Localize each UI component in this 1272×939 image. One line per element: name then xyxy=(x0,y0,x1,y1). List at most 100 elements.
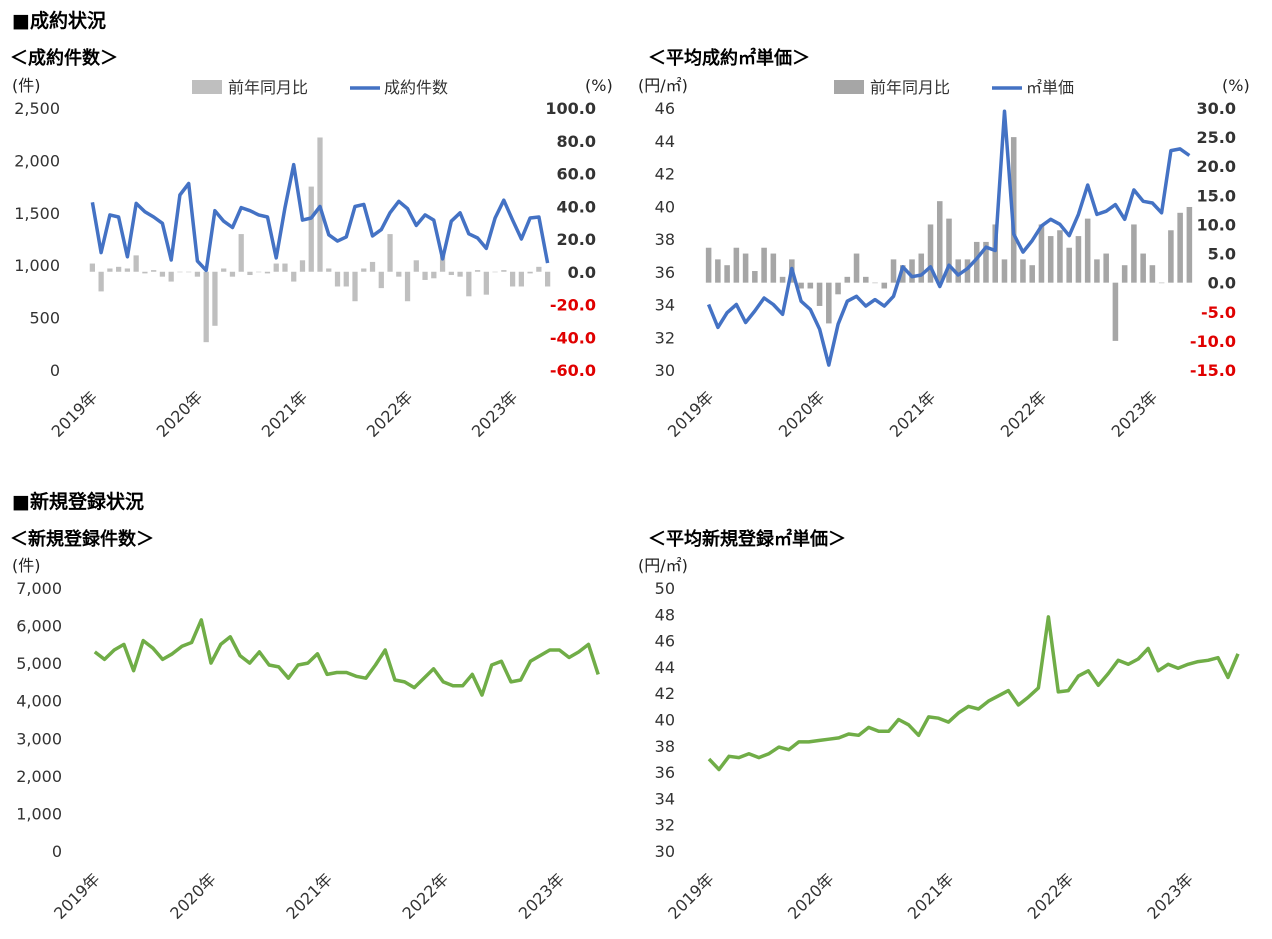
legend-bar-label: 前年同月比 xyxy=(870,78,950,97)
yoy-bar xyxy=(1057,230,1063,283)
left-tick-label: 4,000 xyxy=(16,692,62,711)
yoy-bar xyxy=(116,266,122,272)
x-tick-label: 2022年 xyxy=(363,387,417,441)
chart-title-registration-count: ＜新規登録件数＞ xyxy=(10,529,154,550)
left-tick-label: 46 xyxy=(655,632,675,651)
right-tick-label: 15.0 xyxy=(1197,186,1236,205)
yoy-bar xyxy=(334,271,341,287)
chart-title-contract-count: ＜成約件数＞ xyxy=(10,48,118,69)
left-tick-label: 46 xyxy=(655,99,675,118)
yoy-bar xyxy=(1158,282,1165,284)
yoy-bar xyxy=(317,137,323,272)
yoy-bar xyxy=(492,271,498,273)
yoy-bar xyxy=(909,259,915,283)
legend-line-label: ㎡単価 xyxy=(1026,78,1074,97)
series-line xyxy=(706,109,1191,367)
left-tick-label: 36 xyxy=(655,763,675,782)
legend-line-label: 成約件数 xyxy=(384,78,448,97)
right-tick-label: 25.0 xyxy=(1197,128,1236,147)
left-tick-label: 40 xyxy=(655,197,675,216)
yoy-bar xyxy=(964,259,971,283)
chart-title-registration-price: ＜平均新規登録㎡単価＞ xyxy=(648,529,846,550)
yoy-bar xyxy=(142,271,148,274)
right-tick-label: -15.0 xyxy=(1190,361,1236,380)
yoy-bar xyxy=(1001,259,1008,283)
x-tick-label: 2020年 xyxy=(166,869,220,923)
yoy-bar xyxy=(247,271,253,276)
right-tick-label: -10.0 xyxy=(1190,332,1236,351)
x-tick-label: 2022年 xyxy=(399,869,453,923)
yoy-bar xyxy=(742,253,749,283)
chart-c1: 0 500 1,000 1,500 2,000 2,500 (件) -60.0 -40.0 -20… xyxy=(12,76,613,441)
yoy-bar xyxy=(448,271,454,276)
right-tick-label: 100.0 xyxy=(545,99,596,118)
yoy-bar xyxy=(378,271,384,289)
left-tick-label: 6,000 xyxy=(16,617,62,636)
yoy-bar xyxy=(483,271,489,295)
yoy-bar xyxy=(256,271,262,273)
yoy-bar xyxy=(361,268,367,272)
left-tick-label: 7,000 xyxy=(16,579,62,598)
yoy-bar xyxy=(853,253,860,283)
left-tick-label: 44 xyxy=(655,132,675,151)
left-tick-label: 32 xyxy=(655,328,675,347)
yoy-bar xyxy=(1177,212,1183,283)
x-tick-label: 2023年 xyxy=(468,387,522,441)
legend-bar-swatch xyxy=(834,80,864,94)
yoy-bar xyxy=(387,234,393,272)
yoy-bar xyxy=(369,261,376,272)
series-line xyxy=(90,162,550,273)
yoy-bar xyxy=(1075,236,1082,283)
yoy-bar xyxy=(186,271,192,273)
left-tick-label: 42 xyxy=(655,165,675,184)
yoy-bar xyxy=(422,271,428,280)
left-tick-label: 38 xyxy=(655,737,675,756)
right-tick-label: 30.0 xyxy=(1197,99,1236,118)
left-tick-label: 44 xyxy=(655,658,675,677)
yoy-bar xyxy=(439,255,446,272)
chart-c4: 30 32 34 36 38 40 42 44 46 48 50 (円/㎡) 2019年 2020年 202… xyxy=(638,556,1240,923)
left-tick-label: 30 xyxy=(655,842,675,861)
yoy-bar xyxy=(1186,206,1193,283)
yoy-bar xyxy=(918,253,925,283)
left-tick-label: 34 xyxy=(655,789,675,808)
yoy-bar xyxy=(501,270,507,272)
yoy-bar xyxy=(761,247,767,283)
left-tick-label: 0 xyxy=(52,842,62,861)
yoy-bar xyxy=(221,268,227,272)
yoy-bar xyxy=(1020,259,1026,283)
yoy-bar xyxy=(1010,137,1017,283)
yoy-bar xyxy=(89,263,96,272)
left-tick-label: 1,500 xyxy=(14,204,60,223)
left-tick-label: 50 xyxy=(655,579,675,598)
yoy-bar xyxy=(133,255,139,272)
yoy-bar xyxy=(733,247,740,283)
yoy-bar xyxy=(779,276,786,283)
yoy-bar xyxy=(431,271,437,279)
yoy-bar xyxy=(1168,230,1174,283)
yoy-bar xyxy=(264,271,271,274)
yoy-bar xyxy=(457,271,463,277)
right-tick-label: 10.0 xyxy=(1197,215,1236,234)
left-tick-label: 42 xyxy=(655,684,675,703)
legend-bar-label: 前年同月比 xyxy=(228,78,308,97)
yoy-bar xyxy=(955,259,962,283)
x-tick-label: 2021年 xyxy=(258,387,312,441)
yoy-bar xyxy=(816,282,823,306)
right-tick-label: 0.0 xyxy=(1208,274,1236,293)
yoy-bar xyxy=(770,253,777,283)
yoy-bar xyxy=(159,271,166,277)
right-tick-label: 0.0 xyxy=(568,263,596,282)
yoy-bar xyxy=(291,271,297,282)
x-tick-label: 2022年 xyxy=(1024,869,1078,923)
yoy-bar xyxy=(98,271,104,292)
yoy-bar xyxy=(1149,265,1156,283)
yoy-bar xyxy=(1094,259,1100,283)
yoy-bar xyxy=(194,271,201,277)
yoy-bar xyxy=(927,224,934,283)
yoy-bar xyxy=(177,271,183,273)
yoy-bar xyxy=(238,234,244,272)
yoy-bar xyxy=(1038,224,1045,283)
left-tick-label: 36 xyxy=(655,263,675,282)
x-tick-label: 2019年 xyxy=(50,869,104,923)
